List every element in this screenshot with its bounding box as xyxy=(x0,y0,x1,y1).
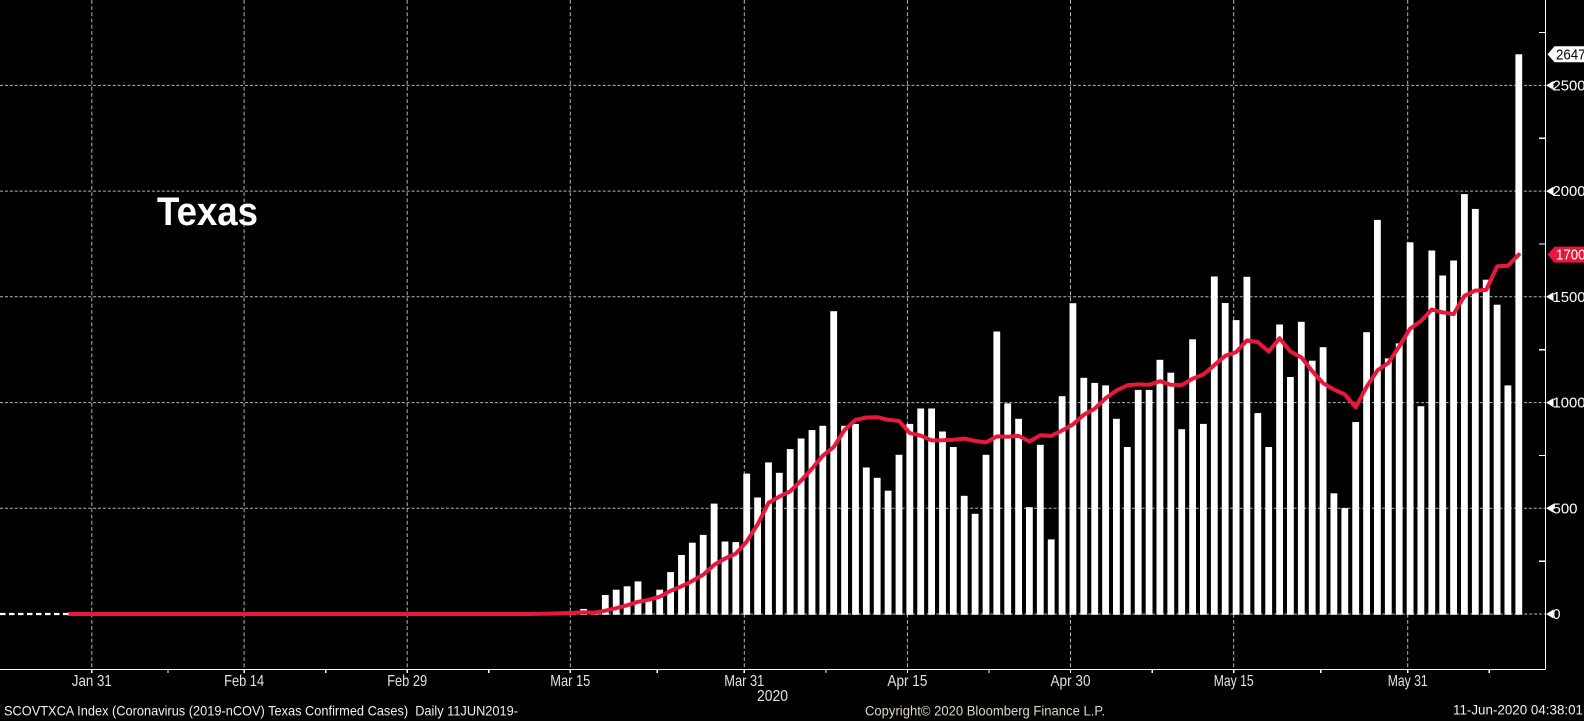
svg-text:SCOVTXCA Index (Coronavirus (2: SCOVTXCA Index (Coronavirus (2019-nCOV) … xyxy=(4,702,518,718)
svg-text:2500: 2500 xyxy=(1553,77,1584,94)
svg-text:Mar 31: Mar 31 xyxy=(724,673,764,690)
svg-text:May 15: May 15 xyxy=(1214,673,1254,690)
svg-text:1500: 1500 xyxy=(1553,289,1584,306)
svg-text:1700: 1700 xyxy=(1556,247,1584,264)
svg-text:Feb 29: Feb 29 xyxy=(387,673,427,690)
svg-text:Mar 15: Mar 15 xyxy=(550,673,590,690)
svg-text:Texas: Texas xyxy=(157,190,258,234)
svg-text:Feb 14: Feb 14 xyxy=(224,673,264,690)
svg-text:2020: 2020 xyxy=(757,688,788,705)
svg-text:Apr 15: Apr 15 xyxy=(887,673,927,690)
svg-text:2647: 2647 xyxy=(1556,46,1584,63)
svg-text:1000: 1000 xyxy=(1553,395,1584,412)
svg-text:2000: 2000 xyxy=(1553,183,1584,200)
svg-text:Jan 31: Jan 31 xyxy=(72,673,112,690)
svg-text:Apr 30: Apr 30 xyxy=(1051,673,1091,690)
svg-text:500: 500 xyxy=(1553,500,1578,517)
svg-text:0: 0 xyxy=(1553,606,1561,623)
svg-text:11-Jun-2020 04:38:01: 11-Jun-2020 04:38:01 xyxy=(1453,702,1583,718)
svg-text:Copyright© 2020 Bloomberg Fina: Copyright© 2020 Bloomberg Finance L.P. xyxy=(865,703,1105,718)
svg-text:May 31: May 31 xyxy=(1388,673,1428,690)
